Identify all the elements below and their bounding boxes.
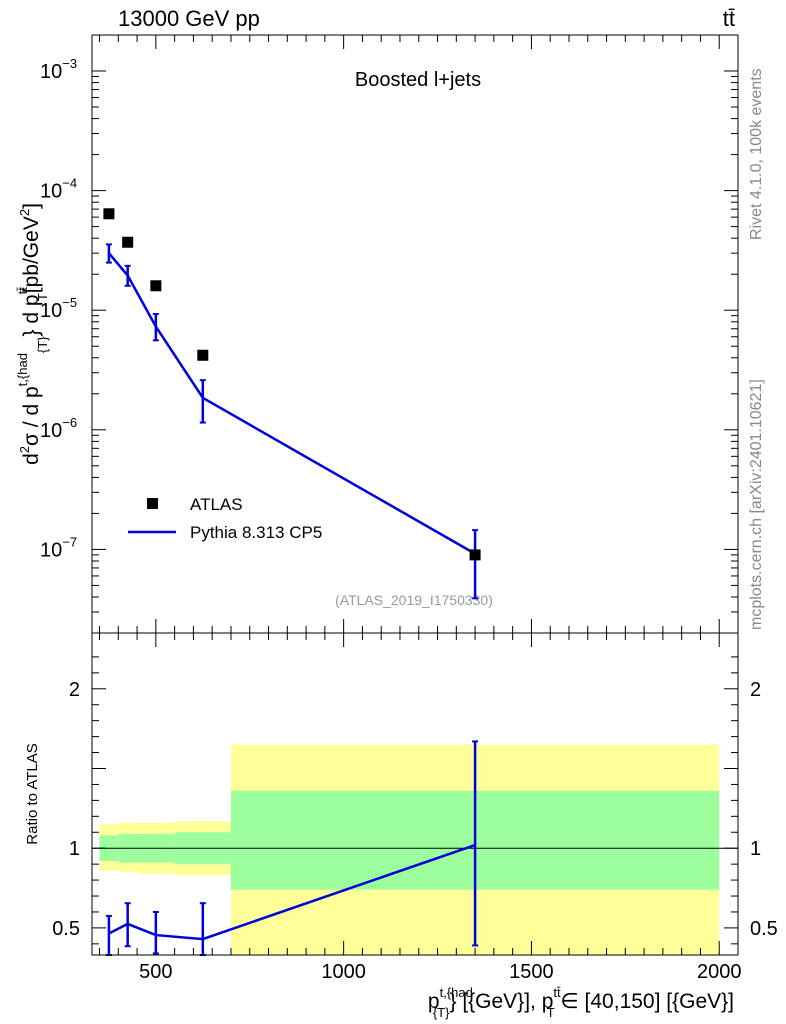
ratio-ytick-label-right-0: 0.5 bbox=[750, 918, 778, 940]
main-ytick-label-0: 10−7 bbox=[40, 534, 77, 561]
svg-text:pt,{had{T}} [{GeV}], ptt̄T ∈ [: pt,{had {T}} [{GeV}], ptt̄ T ∈ [40,150] [{… bbox=[428, 985, 734, 1020]
main-panel: Boosted l+jets (ATLAS_2019_I1750330) 10−… bbox=[15, 34, 739, 634]
ratio-uncertainty-bands bbox=[92, 744, 738, 955]
main-frame bbox=[91, 34, 739, 634]
atlas-point-2 bbox=[150, 280, 162, 292]
ratio-panel: 0.5 0.5 1 1 2 2 500 1000 1500 2000 Ratio to ATLA… bbox=[24, 632, 778, 1020]
ratio-xtick-label-0: 500 bbox=[139, 961, 172, 983]
main-ytick-label-2: 10−5 bbox=[40, 295, 77, 322]
energy-label: 13000 GeV pp bbox=[118, 6, 260, 31]
atlas-point-0 bbox=[103, 208, 115, 220]
atlas-point-3 bbox=[197, 349, 209, 361]
ratio-xtick-label-2: 1500 bbox=[509, 961, 554, 983]
main-ytick-label-3: 10−4 bbox=[40, 176, 77, 203]
ratio-ytick-label-right-2: 2 bbox=[750, 679, 761, 701]
mcplots-label: mcplots.cern.ch [arXiv:2401.10621] bbox=[748, 379, 765, 630]
main-ytick-label-4: 10−3 bbox=[40, 56, 77, 83]
legend-atlas-marker bbox=[147, 498, 158, 509]
ratio-ytick-label-right-1: 1 bbox=[750, 838, 761, 860]
main-series bbox=[103, 208, 481, 600]
ratio-y-axis-label: Ratio to ATLAS bbox=[24, 743, 41, 844]
ratio-series bbox=[105, 740, 479, 956]
main-ytick-label-1: 10−6 bbox=[40, 415, 77, 442]
atlas-point-1 bbox=[122, 236, 134, 248]
rivet-label: Rivet 4.1.0, 100k events bbox=[748, 68, 765, 240]
main-y-tick-labels: 10−7 10−6 10−5 10−4 10−3 bbox=[40, 56, 77, 561]
svg-text:d2σ / d pt,{had{T}} d ptt̄T[pb: d2σ / d pt,{had{T}} d ptt̄T[pb/GeV2] bbox=[15, 203, 50, 465]
ratio-x-tick-labels: 500 1000 1500 2000 bbox=[139, 961, 741, 983]
ratio-frame bbox=[91, 632, 739, 956]
legend: ATLAS Pythia 8.313 CP5 bbox=[128, 495, 322, 542]
ratio-xtick-label-3: 2000 bbox=[697, 961, 742, 983]
analysis-label: (ATLAS_2019_I1750330) bbox=[335, 592, 493, 608]
main-y-axis-label: d2σ / d pt,{had{T}} d ptt̄T[pb/GeV2] bbox=[15, 203, 50, 465]
atlas-point-4 bbox=[469, 549, 481, 561]
main-axis-ticks bbox=[92, 34, 738, 634]
ratio-ytick-label-left-2: 2 bbox=[69, 679, 80, 701]
plot-title: Boosted l+jets bbox=[355, 69, 481, 91]
legend-pythia-label: Pythia 8.313 CP5 bbox=[190, 523, 322, 542]
ratio-xtick-label-1: 1000 bbox=[321, 961, 366, 983]
pythia-line bbox=[107, 252, 476, 555]
process-label: tt̄ bbox=[723, 6, 735, 31]
legend-atlas-label: ATLAS bbox=[190, 495, 243, 514]
ratio-ytick-label-left-0: 0.5 bbox=[52, 918, 80, 940]
ratio-ytick-label-left-1: 1 bbox=[69, 838, 80, 860]
x-axis-label: pt,{had {T}} [{GeV}], ptt̄ T ∈ [40,150] [{… bbox=[428, 985, 734, 1020]
ratio-y-tick-labels: 0.5 0.5 1 1 2 2 bbox=[52, 679, 778, 940]
